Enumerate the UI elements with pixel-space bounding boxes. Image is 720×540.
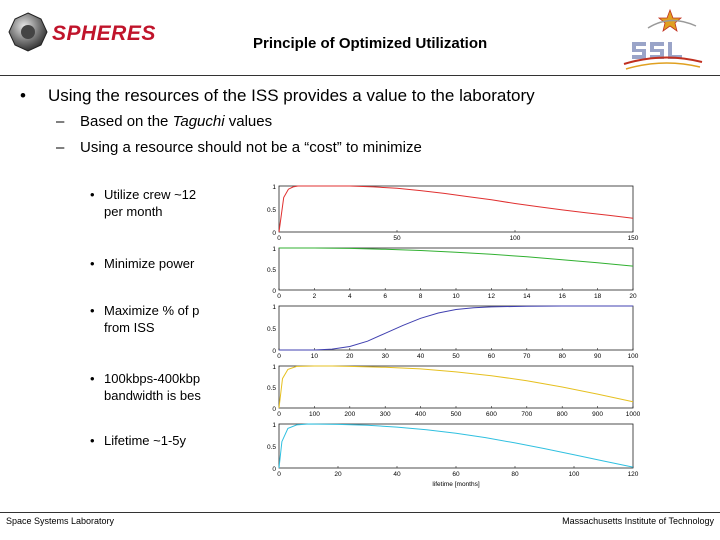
main-bullet: • Using the resources of the ISS provides… <box>20 86 535 105</box>
header-divider <box>0 75 720 76</box>
x-tick-label: 30 <box>382 353 390 360</box>
x-tick-label: 90 <box>594 353 602 360</box>
plot-frame <box>278 185 634 233</box>
plot-frame <box>278 305 634 351</box>
y-tick-label: 1 <box>272 246 276 253</box>
x-tick-label: 100 <box>628 353 639 360</box>
x-tick-label: 16 <box>559 293 567 300</box>
x-tick-label: 700 <box>521 411 532 418</box>
series-line <box>278 365 634 409</box>
series-line <box>278 185 634 233</box>
x-tick-label: 0 <box>277 293 281 300</box>
x-tick-label: 20 <box>334 471 342 478</box>
x-tick-label: 80 <box>511 471 519 478</box>
ssl-logo-icon <box>623 8 703 70</box>
x-tick-label: 150 <box>628 235 639 242</box>
item-power: • Minimize power <box>90 256 195 271</box>
x-tick-label: 120 <box>628 471 639 478</box>
x-tick-label: 1000 <box>626 411 641 418</box>
x-tick-label: 100 <box>569 471 580 478</box>
footer-institute: Massachusetts Institute of Technology <box>562 516 714 526</box>
x-tick-label: 0 <box>277 353 281 360</box>
x-tick-label: 0 <box>277 235 281 242</box>
sub-bullet-1: – Based on the Taguchi values <box>56 113 273 130</box>
item-percent: • Maximize % of p from ISS <box>90 303 200 335</box>
x-tick-label: 20 <box>629 293 637 300</box>
x-tick-label: 40 <box>393 471 401 478</box>
x-tick-label: 70 <box>523 353 531 360</box>
item-bandwidth: • 100kbps-400kbp bandwidth is bes <box>90 371 201 403</box>
y-tick-label: 0.5 <box>267 326 276 333</box>
x-tick-label: 900 <box>592 411 603 418</box>
x-tick-label: 60 <box>488 353 496 360</box>
series-line <box>278 423 634 469</box>
footer-divider <box>0 512 720 513</box>
y-tick-label: 0.5 <box>267 444 276 451</box>
taguchi-term: Taguchi <box>172 113 225 130</box>
item-crew: • Utilize crew ~12 per month <box>90 187 197 219</box>
x-tick-label: 4 <box>348 293 352 300</box>
spheres-logo-icon <box>8 12 48 52</box>
chart-bandwidth: 1 0.5 00 100 200 300 400 500 600 700 800 900 1000 <box>267 364 641 418</box>
y-tick-label: 1 <box>272 184 276 191</box>
x-tick-label: 400 <box>415 411 426 418</box>
y-tick-label: 1 <box>272 422 276 429</box>
y-tick-label: 0 <box>272 466 276 473</box>
x-tick-label: 0 <box>277 471 281 478</box>
chart-power: 1 0.5 00 2 4 6 8 10 12 14 16 18 20 <box>267 246 637 300</box>
series-line <box>279 305 633 351</box>
x-tick-label: 20 <box>346 353 354 360</box>
item-lifetime: • Lifetime ~1-5y <box>90 433 187 448</box>
chart-lifetime: 1 0.5 00 20 40 60 80 100 120 lifetime [months] <box>267 422 639 488</box>
x-tick-label: 600 <box>486 411 497 418</box>
x-tick-label: 18 <box>594 293 602 300</box>
x-tick-label: 80 <box>559 353 567 360</box>
x-tick-label: 10 <box>311 353 319 360</box>
x-tick-label: 50 <box>452 353 460 360</box>
plot-frame <box>278 423 634 469</box>
y-tick-label: 0.5 <box>267 385 276 392</box>
x-tick-label: 14 <box>523 293 531 300</box>
x-tick-label: 800 <box>557 411 568 418</box>
page-title: Principle of Optimized Utilization <box>253 35 488 52</box>
x-tick-label: 500 <box>451 411 462 418</box>
sub-bullet-2: – Using a resource should not be a “cost”… <box>56 139 422 156</box>
y-tick-label: 0 <box>272 230 276 237</box>
x-tick-label: 100 <box>309 411 320 418</box>
x-tick-label: 12 <box>488 293 496 300</box>
x-tick-label: 2 <box>313 293 317 300</box>
y-tick-label: 0 <box>272 348 276 355</box>
x-tick-label: 10 <box>452 293 460 300</box>
y-tick-label: 0.5 <box>267 207 276 214</box>
main-bullet-text: Using the resources of the ISS provides … <box>48 86 535 105</box>
x-tick-label: 200 <box>344 411 355 418</box>
x-tick-label: 40 <box>417 353 425 360</box>
series-line <box>279 247 634 267</box>
x-tick-label: 50 <box>393 235 401 242</box>
y-tick-label: 0.5 <box>267 267 276 274</box>
footer-lab: Space Systems Laboratory <box>6 516 115 526</box>
spheres-logo-text: SPHERES <box>52 22 156 45</box>
plot-frame <box>278 247 634 291</box>
x-tick-label: 8 <box>419 293 423 300</box>
chart-crew: 1 0.5 00 50 100 150 <box>267 184 639 242</box>
x-tick-label: 100 <box>510 235 521 242</box>
x-tick-label: 6 <box>383 293 387 300</box>
y-tick-label: 1 <box>272 364 276 371</box>
x-tick-label: 0 <box>277 411 281 418</box>
x-tick-label: 300 <box>380 411 391 418</box>
y-tick-label: 0 <box>272 288 276 295</box>
x-axis-label: lifetime [months] <box>432 481 480 488</box>
x-tick-label: 60 <box>452 471 460 478</box>
y-tick-label: 0 <box>272 406 276 413</box>
chart-percent: 1 0.5 00 10 20 30 40 50 60 70 80 90 100 <box>267 304 639 360</box>
y-tick-label: 1 <box>272 304 276 311</box>
